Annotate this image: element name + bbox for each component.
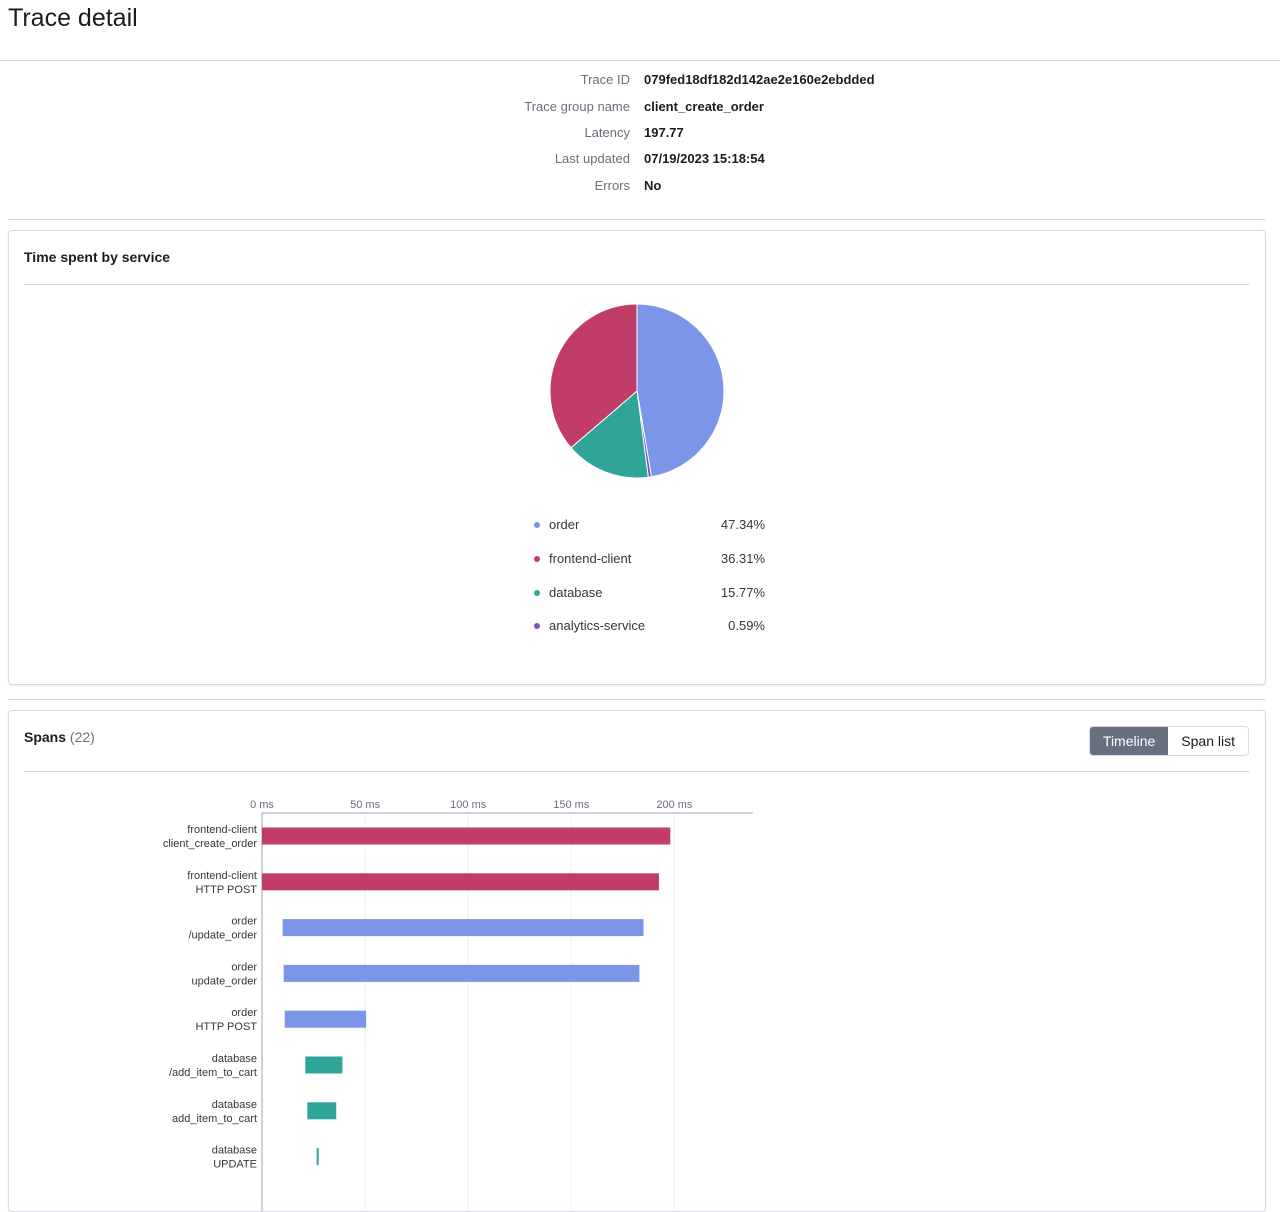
trace-group-label: Trace group name <box>524 99 630 114</box>
service-pie-chart <box>549 303 725 479</box>
x-tick-label: 100 ms <box>450 799 487 811</box>
x-tick-label: 200 ms <box>656 799 693 811</box>
timeline-toggle-button[interactable]: Timeline <box>1089 727 1169 755</box>
span-bar[interactable] <box>307 1102 337 1120</box>
spans-panel-divider <box>24 771 1250 772</box>
legend-dot-frontend-client <box>534 556 540 562</box>
trace-group-row: Trace group name client_create_order <box>0 97 1280 117</box>
spans-title: Spans (22) <box>24 729 95 745</box>
spans-panel: Spans (22) Timeline Span list 0 ms 50 ms 1… <box>8 710 1266 1212</box>
legend-label: frontend-client <box>549 551 632 566</box>
last-updated-label: Last updated <box>554 151 630 166</box>
span-service-label: order <box>231 1007 257 1019</box>
span-name-label: /add_item_to_cart <box>169 1067 257 1079</box>
page-title: Trace detail <box>8 4 138 32</box>
latency-label: Latency <box>584 125 630 140</box>
span-bar[interactable] <box>305 1056 343 1074</box>
last-updated-value: 07/19/2023 15:18:54 <box>644 151 765 166</box>
span-name-label: HTTP POST <box>195 1021 257 1033</box>
spans-title-text: Spans <box>24 729 67 745</box>
legend-percent: 0.59% <box>728 618 765 633</box>
service-time-panel: Time spent by service order 47.34% front… <box>8 230 1266 685</box>
latency-row: Latency 197.77 <box>0 123 1280 143</box>
span-name-label: HTTP POST <box>195 884 257 896</box>
x-tick-label: 150 ms <box>553 799 590 811</box>
legend-percent: 36.31% <box>720 551 765 566</box>
trace-id-row: Trace ID 079fed18df182d142ae2e160e2ebdde… <box>0 70 1280 90</box>
legend-item-frontend-client[interactable]: frontend-client 36.31% <box>525 549 765 569</box>
legend-item-database[interactable]: database 15.77% <box>525 583 765 603</box>
span-name-label: update_order <box>192 975 258 987</box>
legend-label: order <box>549 517 580 532</box>
span-bar[interactable] <box>262 827 671 845</box>
trace-id-label: Trace ID <box>580 72 630 87</box>
legend-percent: 47.34% <box>720 517 765 532</box>
trace-id-value: 079fed18df182d142ae2e160e2ebdded <box>644 72 875 87</box>
span-list-toggle-button[interactable]: Span list <box>1168 727 1248 755</box>
span-service-label: order <box>231 916 257 928</box>
x-tick-label: 0 ms <box>250 799 274 811</box>
span-bar[interactable] <box>282 919 644 937</box>
last-updated-row: Last updated 07/19/2023 15:18:54 <box>0 149 1280 169</box>
view-toggle: Timeline Span list <box>1088 726 1249 756</box>
pie-slice-database[interactable] <box>570 390 649 479</box>
section-divider <box>8 699 1266 700</box>
span-bar[interactable] <box>283 964 640 982</box>
spans-count: (22) <box>69 729 95 745</box>
legend-percent: 15.77% <box>720 585 765 600</box>
span-service-label: database <box>212 1053 257 1065</box>
span-bar[interactable] <box>284 1010 367 1028</box>
legend-dot-order <box>534 522 540 528</box>
legend-item-analytics-service[interactable]: analytics-service 0.59% <box>525 616 765 636</box>
legend-label: database <box>549 585 603 600</box>
span-service-label: order <box>231 961 257 973</box>
pie-slice-order[interactable] <box>636 303 725 478</box>
span-name-label: /update_order <box>189 930 258 942</box>
span-service-label: frontend-client <box>187 870 257 882</box>
service-time-title: Time spent by service <box>24 249 171 265</box>
service-panel-divider <box>24 284 1250 285</box>
span-name-label: UPDATE <box>213 1159 257 1171</box>
pie-slice-frontend-client[interactable] <box>549 303 638 449</box>
errors-label: Errors <box>594 178 630 193</box>
section-divider <box>8 219 1266 220</box>
span-service-label: frontend-client <box>187 824 257 836</box>
span-name-label: add_item_to_cart <box>172 1113 257 1125</box>
legend-dot-analytics-service <box>534 623 540 629</box>
span-service-label: database <box>212 1099 257 1111</box>
span-timeline-chart: 0 ms 50 ms 100 ms 150 ms 200 ms frontend-clie… <box>163 799 753 1211</box>
errors-row: Errors No <box>0 176 1280 196</box>
span-service-label: database <box>212 1145 257 1157</box>
legend-dot-database <box>534 590 540 596</box>
span-bar[interactable] <box>316 1148 319 1166</box>
legend-item-order[interactable]: order 47.34% <box>525 515 765 535</box>
x-tick-label: 50 ms <box>350 799 380 811</box>
latency-value: 197.77 <box>644 125 684 140</box>
span-name-label: client_create_order <box>163 838 258 850</box>
legend-label: analytics-service <box>549 618 646 633</box>
errors-value: No <box>644 178 662 193</box>
trace-group-value: client_create_order <box>644 99 764 114</box>
span-bar[interactable] <box>262 873 659 891</box>
header-divider <box>0 60 1280 61</box>
